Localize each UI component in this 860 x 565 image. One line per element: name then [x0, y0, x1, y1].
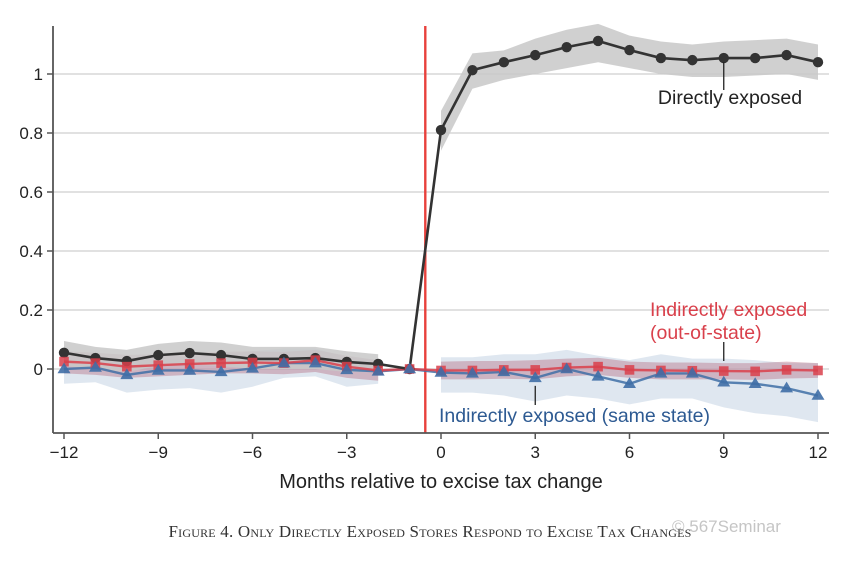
y-tick-label: 0.8 [19, 124, 43, 143]
data-point-same-state [214, 365, 228, 377]
data-point-out-of-state [122, 361, 132, 372]
data-point-directly-exposed [435, 124, 447, 136]
data-point-out-of-state [530, 365, 541, 375]
event-study-chart: 0 0.2 0.4 0.6 0.8 1 −12 −9 −6 −3 0 3 6 9 12 Directly e… [19, 23, 829, 493]
data-point-out-of-state [216, 358, 226, 368]
data-point-directly-exposed [655, 52, 667, 64]
x-tick-label: 9 [719, 443, 728, 462]
axes: 0 0.2 0.4 0.6 0.8 1 −12 −9 −6 −3 0 3 6 9 12 [19, 26, 829, 462]
data-point-same-state [497, 365, 511, 377]
data-point-directly-exposed [215, 349, 227, 361]
series-annotations: Directly exposed Indirectly exposed(out-o… [439, 62, 807, 427]
data-point-directly-exposed [498, 57, 510, 68]
data-point-directly-exposed [184, 347, 195, 359]
data-point-directly-exposed [561, 41, 572, 53]
x-tick-label: −9 [149, 443, 168, 462]
data-point-directly-exposed [592, 35, 604, 47]
data-point-same-state [151, 363, 165, 375]
data-point-same-state [246, 361, 259, 373]
data-point-same-state [591, 369, 605, 381]
data-point-out-of-state [813, 365, 823, 376]
data-point-out-of-state [718, 366, 729, 376]
data-point-directly-exposed [58, 347, 70, 358]
data-point-out-of-state [781, 365, 792, 375]
data-point-directly-exposed [749, 52, 761, 64]
confidence-bands [64, 23, 818, 423]
data-point-same-state [623, 377, 636, 388]
data-point-directly-exposed [718, 52, 729, 64]
data-point-directly-exposed [153, 349, 164, 361]
data-point-directly-exposed [812, 57, 824, 68]
data-point-same-state [277, 356, 291, 368]
data-point-same-state [685, 366, 699, 378]
data-point-same-state [811, 389, 825, 400]
data-point-same-state [528, 371, 542, 383]
data-point-same-state [465, 366, 479, 378]
y-tick-label: 1 [34, 65, 43, 84]
data-point-directly-exposed [624, 44, 635, 56]
data-point-same-state [88, 361, 102, 372]
data-point-out-of-state [593, 361, 603, 372]
x-tick-label: 12 [809, 443, 828, 462]
data-point-directly-exposed [687, 54, 698, 66]
watermark: © 567Seminar [672, 517, 781, 536]
y-tick-label: 0.2 [19, 301, 43, 320]
data-point-same-state [654, 366, 668, 378]
data-point-same-state [57, 362, 71, 374]
x-tick-label: 6 [625, 443, 634, 462]
data-point-directly-exposed [467, 64, 478, 76]
data-point-out-of-state [624, 365, 635, 375]
data-point-out-of-state [59, 356, 69, 367]
data-point-same-state [717, 375, 731, 387]
y-tick-label: 0.4 [19, 242, 43, 261]
data-point-same-state [560, 362, 574, 374]
data-point-same-state [434, 366, 448, 377]
data-point-out-of-state [750, 366, 760, 377]
x-tick-label: 3 [531, 443, 540, 462]
data-point-same-state [340, 363, 354, 375]
data-point-same-state [748, 377, 762, 388]
label-out-of-state-line2: (out-of-state) [650, 322, 762, 344]
y-tick-label: 0 [34, 360, 43, 379]
data-point-same-state [371, 364, 385, 376]
x-tick-label: −12 [50, 443, 79, 462]
figure-caption: Figure 4. Only Directly Exposed Stores R… [168, 522, 692, 541]
data-point-directly-exposed [530, 49, 541, 61]
x-tick-label: −3 [337, 443, 356, 462]
data-point-same-state [183, 363, 197, 375]
x-axis-title: Months relative to excise tax change [279, 471, 603, 493]
x-tick-label: −6 [243, 443, 262, 462]
data-point-same-state [120, 368, 134, 380]
data-point-same-state [403, 362, 417, 374]
data-point-same-state [308, 356, 322, 368]
data-point-same-state [780, 381, 794, 393]
x-tick-label: 0 [436, 443, 445, 462]
label-out-of-state-line1: Indirectly exposed [650, 299, 807, 321]
y-tick-label: 0.6 [19, 183, 43, 202]
data-point-directly-exposed [781, 49, 792, 61]
label-same-state: Indirectly exposed (same state) [439, 405, 710, 427]
label-directly-exposed: Directly exposed [658, 87, 802, 109]
series-markers [57, 35, 825, 400]
